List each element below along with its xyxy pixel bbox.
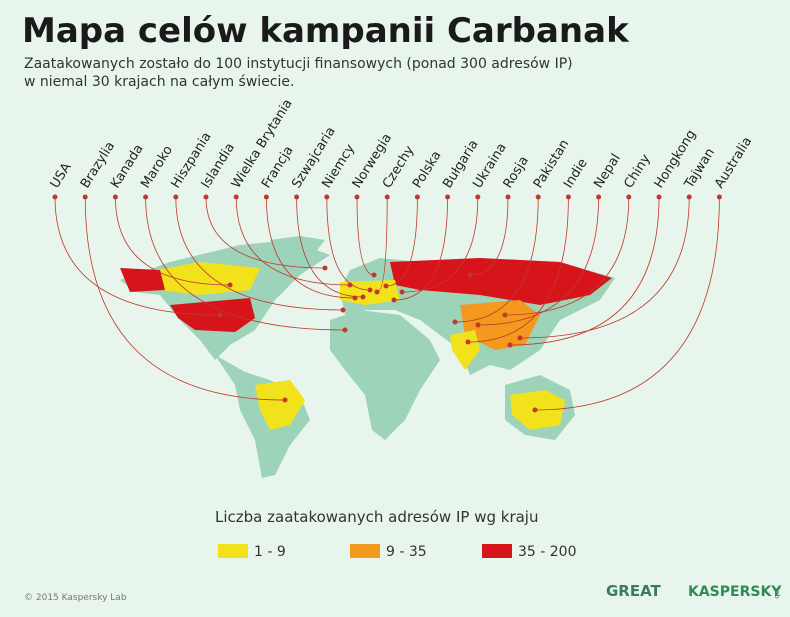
target-dot bbox=[517, 335, 523, 341]
target-dot bbox=[342, 327, 348, 333]
connector bbox=[477, 196, 599, 326]
connector bbox=[266, 196, 356, 299]
dot bbox=[565, 194, 571, 200]
legend-swatch bbox=[482, 544, 512, 558]
dot bbox=[324, 194, 330, 200]
connector bbox=[469, 196, 509, 276]
target-dot bbox=[322, 265, 328, 271]
india bbox=[450, 330, 480, 370]
legend: 1 - 9 9 - 35 35 - 200 bbox=[218, 544, 577, 560]
dot bbox=[716, 194, 722, 200]
great-logo: GREAT bbox=[606, 582, 662, 600]
legend-label: 9 - 35 bbox=[386, 544, 427, 560]
dot bbox=[384, 194, 390, 200]
dot bbox=[143, 194, 149, 200]
target-dot bbox=[347, 282, 353, 288]
legend-label: 1 - 9 bbox=[254, 544, 286, 560]
connector bbox=[54, 196, 221, 316]
legend-label: 35 - 200 bbox=[518, 544, 577, 560]
dot bbox=[414, 194, 420, 200]
dot bbox=[626, 194, 632, 200]
target-dot bbox=[452, 319, 458, 325]
dot bbox=[445, 194, 451, 200]
subtitle: Zaatakowanych zostało do 100 instytucji … bbox=[24, 56, 573, 72]
dot bbox=[475, 194, 481, 200]
connector bbox=[385, 196, 418, 287]
connector bbox=[296, 196, 364, 298]
legend-swatch bbox=[218, 544, 248, 558]
target-dot bbox=[340, 307, 346, 313]
target-dot bbox=[383, 283, 389, 289]
dot bbox=[233, 194, 239, 200]
connector bbox=[175, 196, 344, 311]
dot bbox=[263, 194, 269, 200]
dot bbox=[596, 194, 602, 200]
dot bbox=[686, 194, 692, 200]
south-america bbox=[215, 355, 310, 478]
target-dot bbox=[227, 282, 233, 288]
target-dot bbox=[467, 272, 473, 278]
target-dot bbox=[374, 289, 380, 295]
lab-logo: lab bbox=[773, 588, 781, 599]
target-dot bbox=[367, 287, 373, 293]
dot bbox=[52, 194, 58, 200]
dot bbox=[505, 194, 511, 200]
target-dot bbox=[475, 322, 481, 328]
connector bbox=[467, 196, 569, 343]
target-dot bbox=[217, 312, 223, 318]
dot bbox=[535, 194, 541, 200]
connector bbox=[356, 196, 375, 276]
kaspersky-logo: KASPERSKY bbox=[688, 584, 782, 600]
alaska bbox=[120, 268, 165, 292]
connector bbox=[145, 196, 346, 331]
subtitle: w niemal 30 krajach na całym świecie. bbox=[24, 74, 294, 90]
target-dot bbox=[532, 407, 538, 413]
connector bbox=[504, 196, 630, 316]
dot bbox=[82, 194, 88, 200]
dot bbox=[294, 194, 300, 200]
copyright: © 2015 Kaspersky Lab bbox=[24, 593, 127, 603]
brazil bbox=[255, 380, 305, 430]
target-dot bbox=[282, 397, 288, 403]
target-dot bbox=[502, 312, 508, 318]
legend-swatch bbox=[350, 544, 380, 558]
africa bbox=[330, 310, 440, 440]
target-dot bbox=[360, 294, 366, 300]
dot bbox=[354, 194, 360, 200]
connector bbox=[84, 196, 286, 401]
dot bbox=[112, 194, 118, 200]
connector bbox=[235, 196, 351, 286]
connector bbox=[519, 196, 690, 339]
target-dot bbox=[399, 289, 405, 295]
greenland bbox=[270, 236, 325, 270]
connector bbox=[115, 196, 231, 286]
russia bbox=[390, 258, 612, 305]
dot bbox=[203, 194, 209, 200]
target-dot bbox=[507, 342, 513, 348]
legend-title: Liczba zaatakowanych adresów IP wg kraju bbox=[215, 508, 538, 526]
title: Mapa celów kampanii Carbanak bbox=[22, 11, 630, 51]
connector bbox=[534, 196, 720, 411]
connector bbox=[454, 196, 539, 323]
target-dot bbox=[465, 339, 471, 345]
target-dot bbox=[391, 297, 397, 303]
dot bbox=[656, 194, 662, 200]
connector bbox=[509, 196, 660, 346]
target-dot bbox=[371, 272, 377, 278]
dot bbox=[173, 194, 179, 200]
connector bbox=[326, 196, 371, 291]
connector bbox=[401, 196, 479, 293]
connector bbox=[205, 196, 326, 269]
connector bbox=[393, 196, 448, 301]
